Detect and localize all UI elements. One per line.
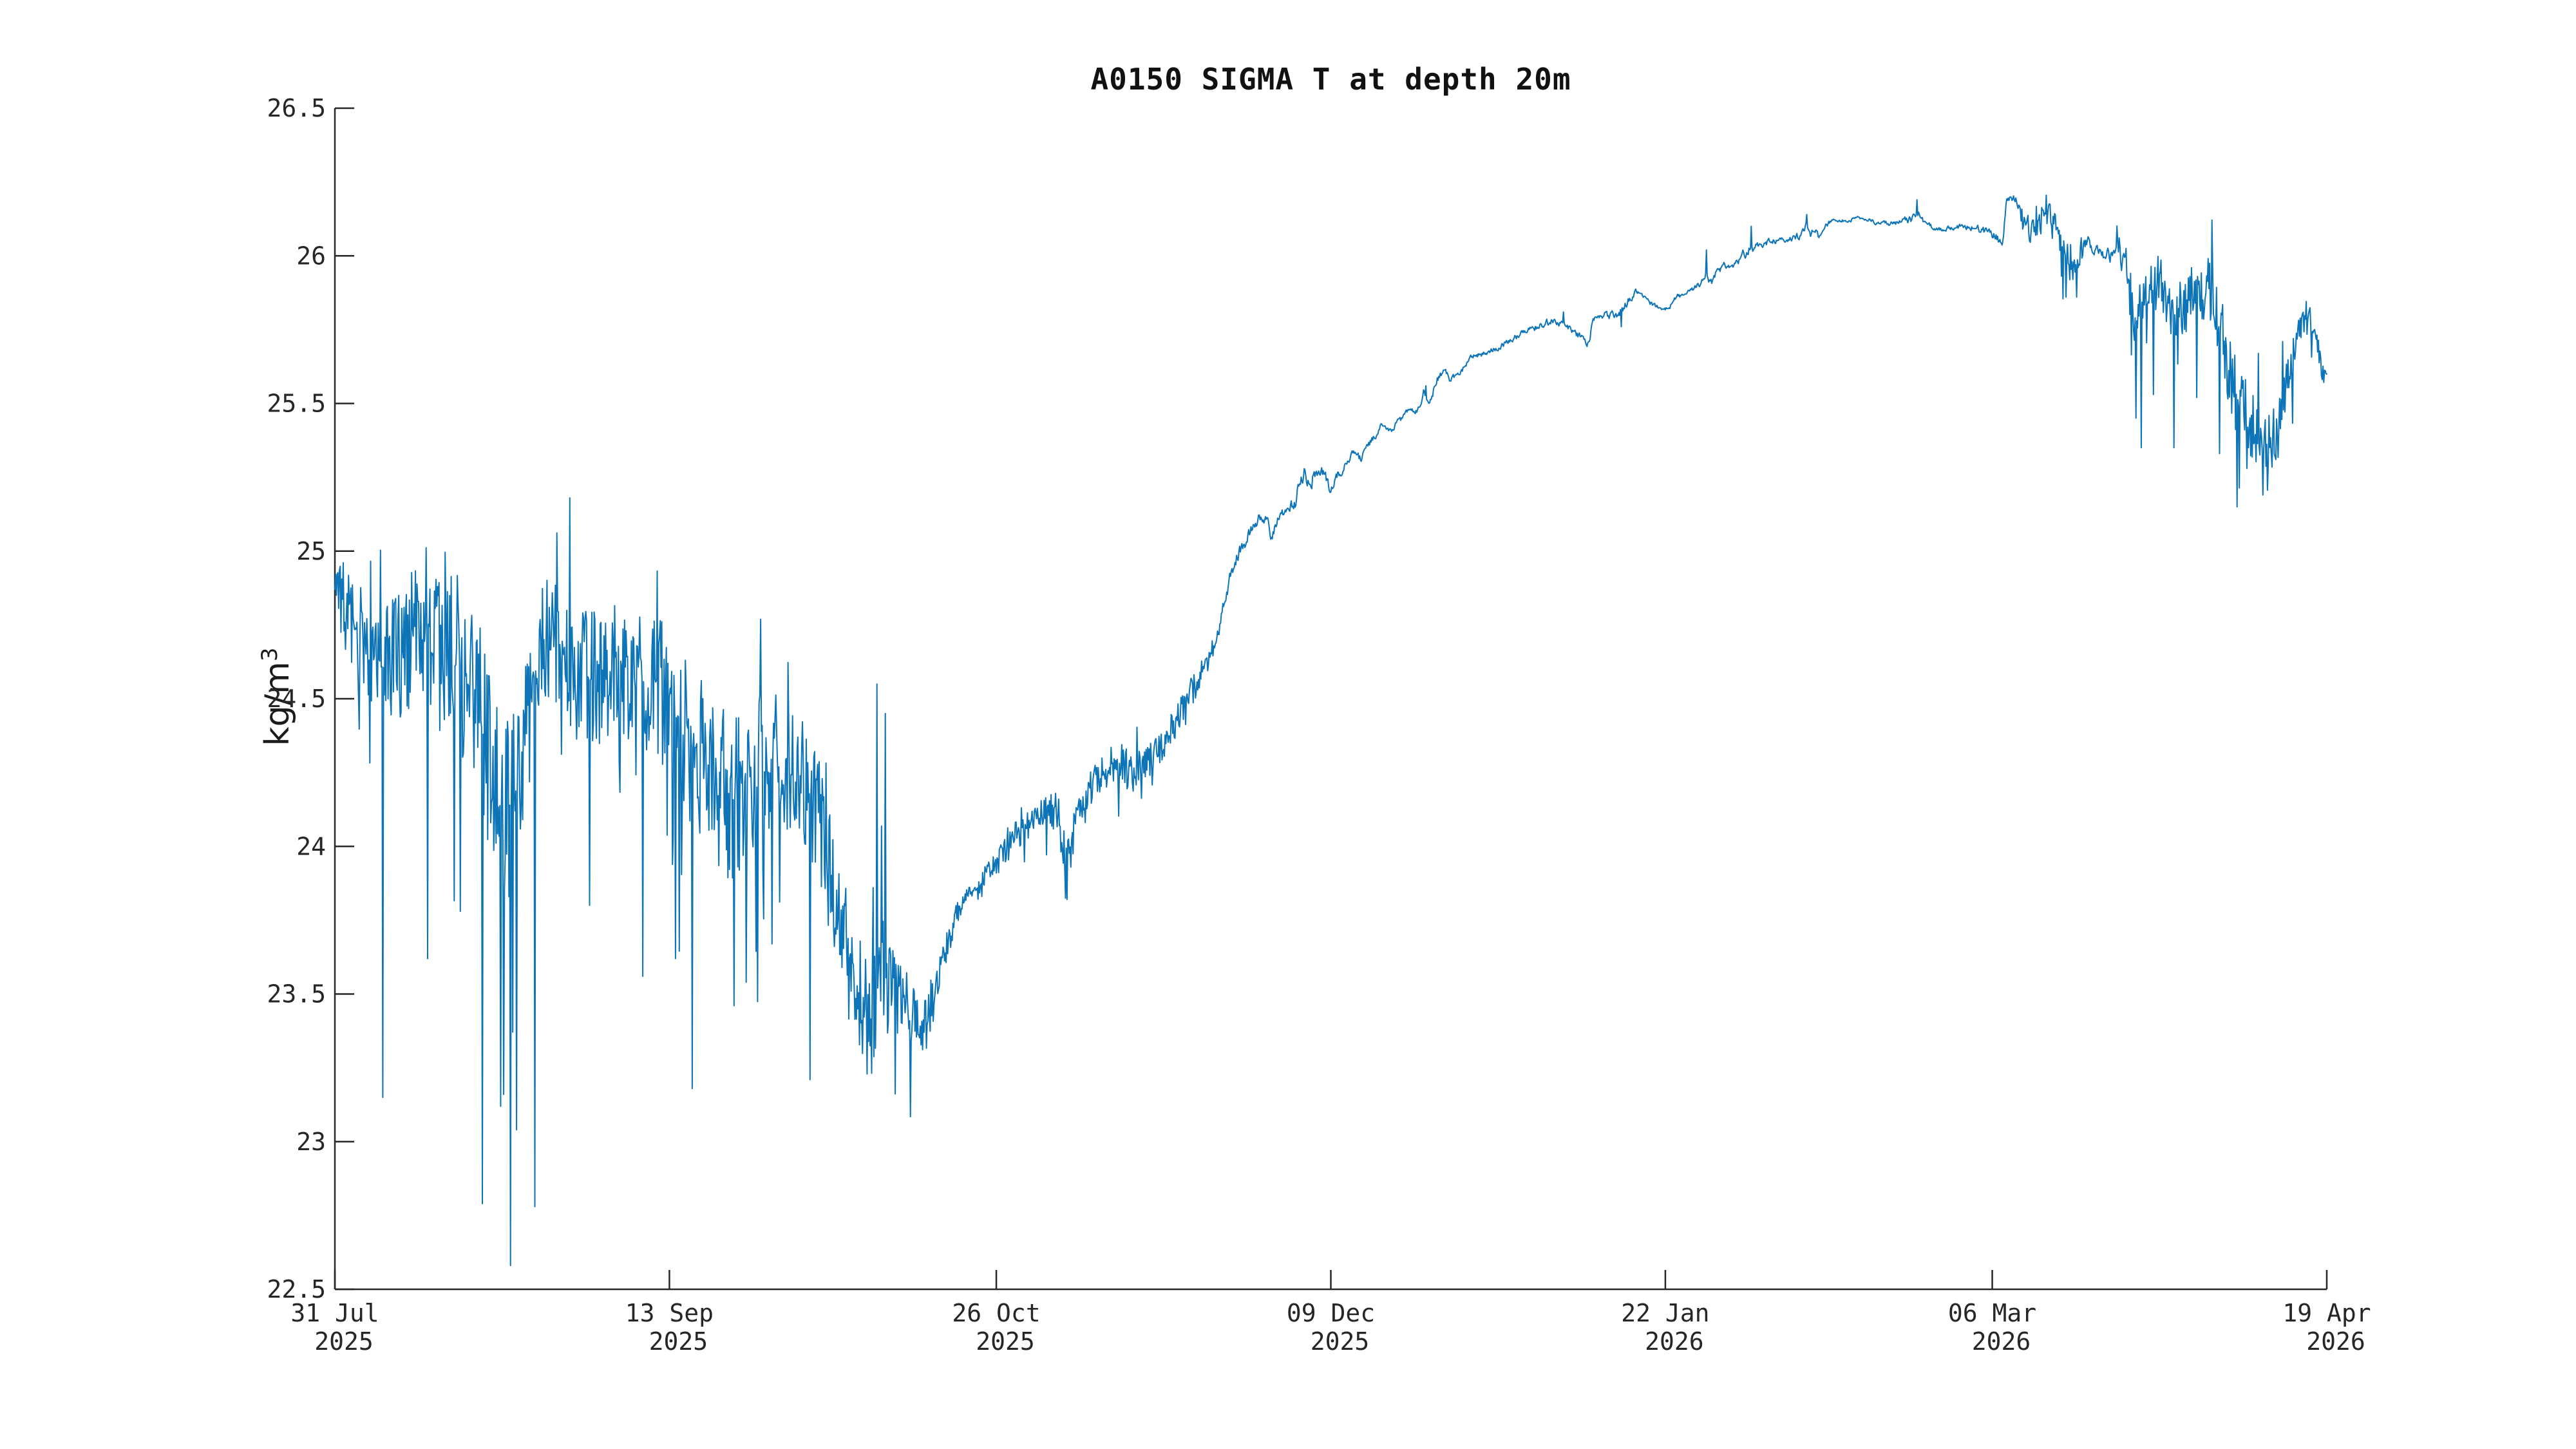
x-tick-label-date: 22 Jan — [1621, 1299, 1709, 1327]
chart-title: A0150 SIGMA T at depth 20m — [1090, 62, 1571, 97]
x-tick-label-date: 26 Oct — [952, 1299, 1040, 1327]
x-tick-label-date: 09 Dec — [1287, 1299, 1375, 1327]
y-tick-label: 25 — [296, 537, 326, 565]
y-tick-label: 22.5 — [267, 1275, 326, 1303]
y-tick-label: 24 — [296, 832, 326, 860]
x-tick-label-date: 19 Apr — [2282, 1299, 2371, 1327]
x-tick-label-year: 2025 — [649, 1327, 708, 1356]
x-tick-label-year: 2025 — [314, 1327, 374, 1356]
x-tick-label-year: 2025 — [1311, 1327, 1370, 1356]
x-tick-label-date: 31 Jul — [290, 1299, 379, 1327]
x-tick-label-year: 2025 — [976, 1327, 1035, 1356]
y-tick-label: 23 — [296, 1128, 326, 1156]
y-tick-label: 26.5 — [267, 94, 326, 122]
x-tick-label-date: 06 Mar — [1948, 1299, 2036, 1327]
y-tick-label: 25.5 — [267, 390, 326, 418]
y-tick-label: 23.5 — [267, 980, 326, 1009]
x-tick-label-year: 2026 — [1645, 1327, 1704, 1356]
y-tick-label: 26 — [296, 242, 326, 270]
x-tick-label-year: 2026 — [2306, 1327, 2365, 1356]
y-tick-label: 24.5 — [267, 685, 326, 713]
x-tick-label-date: 13 Sep — [625, 1299, 714, 1327]
sigma-t-series-line — [334, 194, 2327, 1267]
axes-group — [334, 107, 2328, 1291]
x-tick-label-year: 2026 — [1972, 1327, 2031, 1356]
